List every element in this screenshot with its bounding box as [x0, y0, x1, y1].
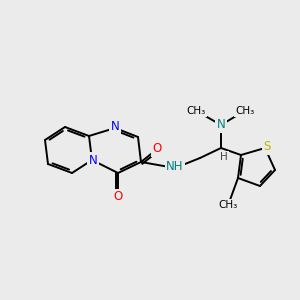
Text: O: O — [152, 142, 162, 155]
Text: CH₃: CH₃ — [236, 106, 255, 116]
Text: N: N — [111, 121, 119, 134]
Text: O: O — [113, 190, 123, 203]
Text: H: H — [220, 152, 228, 162]
Text: N: N — [88, 154, 98, 166]
Text: CH₃: CH₃ — [186, 106, 206, 116]
Text: S: S — [263, 140, 271, 154]
Text: N: N — [217, 118, 225, 131]
Text: CH₃: CH₃ — [218, 200, 238, 210]
Text: NH: NH — [166, 160, 184, 173]
